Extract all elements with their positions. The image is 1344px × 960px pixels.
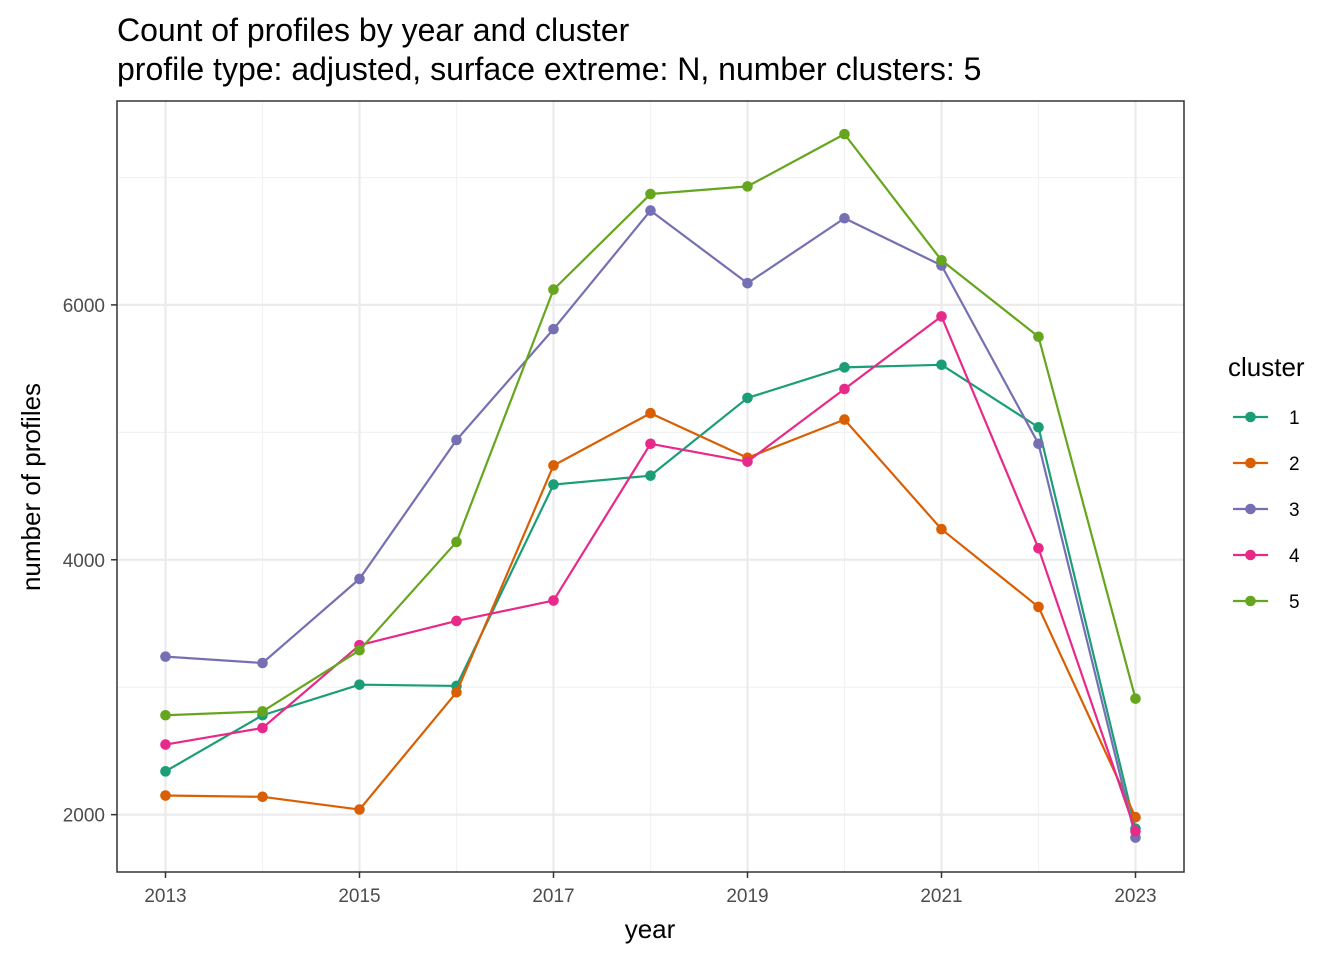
chart-subtitle: profile type: adjusted, surface extreme:… [117,51,981,87]
y-tick-label: 4000 [63,551,105,572]
data-point-4 [742,456,753,467]
x-tick-label: 2023 [1114,886,1156,907]
data-point-3 [160,651,171,662]
data-point-5 [451,536,462,548]
data-point-2 [451,687,462,698]
data-point-2 [1130,811,1141,823]
data-point-3 [839,212,850,224]
x-axis: 2013 2015 2017 2019 2021 2023 [144,872,1157,907]
data-point-5 [548,284,559,295]
legend-item-1: 1 [1233,408,1300,429]
chart-title: Count of profiles by year and cluster [117,12,630,48]
data-point-1 [354,679,365,690]
data-point-4 [257,722,268,734]
data-point-2 [1033,601,1044,613]
data-point-5 [742,181,753,192]
data-point-5 [1130,693,1141,704]
data-point-3 [742,277,753,289]
legend-label: 3 [1289,500,1300,521]
data-point-5 [839,128,850,140]
data-point-4 [645,438,656,450]
data-point-3 [548,323,559,335]
legend-item-5: 5 [1233,592,1300,613]
data-point-1 [548,479,559,490]
data-point-3 [257,657,268,669]
data-point-4 [839,383,850,395]
data-point-1 [1033,421,1044,433]
data-point-4 [451,615,462,627]
legend-title: cluster [1228,352,1305,382]
x-tick-label: 2015 [338,886,380,907]
plot-panel [117,101,1184,872]
data-point-3 [354,573,365,585]
series-2 [160,407,1141,823]
data-point-3 [645,205,656,216]
y-axis: 2000 4000 6000 [63,296,117,827]
data-point-1 [839,362,850,373]
legend-key-point [1245,503,1256,515]
legend-label: 5 [1289,592,1300,613]
data-point-2 [160,790,171,801]
data-point-1 [742,392,753,404]
data-point-2 [354,804,365,815]
legend-label: 2 [1289,454,1300,475]
legend-item-2: 2 [1233,454,1300,475]
y-axis-title: number of profiles [16,383,46,591]
data-point-4 [1033,543,1044,554]
data-point-5 [645,188,656,200]
data-point-1 [936,359,947,371]
y-tick-label: 6000 [63,296,105,317]
data-point-2 [548,460,559,471]
series-4 [160,311,1141,837]
data-point-3 [1033,438,1044,450]
data-point-5 [936,254,947,266]
data-point-4 [936,311,947,322]
data-point-4 [160,739,171,750]
data-point-5 [354,644,365,656]
legend-key-point [1245,549,1256,561]
data-point-5 [257,706,268,717]
panel-border [116,100,1185,873]
legend-key-point [1245,595,1256,607]
legend-item-4: 4 [1233,546,1300,567]
data-point-5 [160,709,171,721]
data-point-5 [1033,331,1044,343]
legend-key-point [1245,457,1256,469]
x-tick-label: 2021 [920,886,962,907]
data-point-2 [645,407,656,419]
x-tick-label: 2017 [532,886,574,907]
x-tick-label: 2013 [144,886,186,907]
data-point-1 [160,766,171,777]
legend-label: 1 [1289,408,1300,429]
legend-key-point [1245,411,1256,423]
legend-item-3: 3 [1233,500,1300,521]
data-point-4 [1130,825,1141,837]
data-point-2 [936,523,947,535]
legend: cluster 1 2 3 4 5 [1228,352,1305,613]
x-tick-label: 2019 [726,886,768,907]
x-axis-title: year [625,914,676,944]
legend-label: 4 [1289,546,1300,567]
data-point-1 [645,470,656,481]
data-point-2 [257,791,268,803]
data-point-3 [451,434,462,446]
data-point-4 [548,595,559,606]
series-5 [160,128,1141,721]
y-tick-label: 2000 [63,806,105,827]
series-3 [160,205,1141,843]
data-point-2 [839,414,850,425]
series-layer [160,128,1141,843]
